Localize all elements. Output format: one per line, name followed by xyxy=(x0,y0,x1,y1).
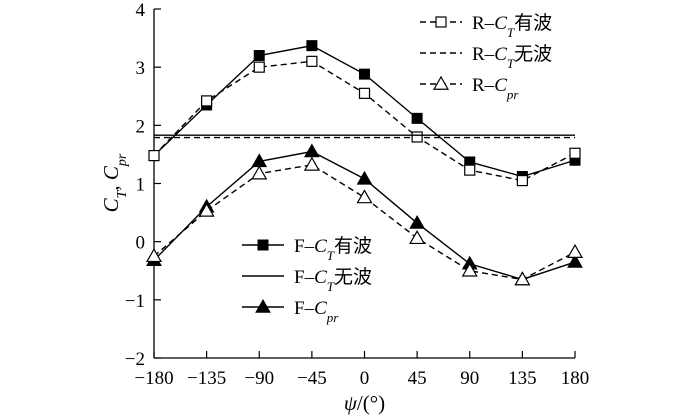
series-5-marker xyxy=(145,247,163,263)
x-tick-label: −45 xyxy=(297,368,327,389)
series-3-marker xyxy=(356,170,373,185)
x-tick-label: 135 xyxy=(508,368,537,389)
y-tick-label: 4 xyxy=(136,0,146,21)
y-tick-label: −1 xyxy=(125,291,145,312)
series-2-marker xyxy=(253,61,265,73)
series-2-marker xyxy=(201,95,213,107)
series-0-marker xyxy=(359,68,370,80)
series-2-marker xyxy=(148,149,160,162)
series-5-marker xyxy=(514,271,531,286)
legend-label: R–Cpr xyxy=(472,75,519,102)
series-5-line xyxy=(153,164,576,281)
legend-marker xyxy=(432,75,450,90)
series-0-marker xyxy=(306,40,318,52)
series-3-marker xyxy=(409,215,425,229)
series-3-line xyxy=(153,150,576,281)
x-tick-label: 90 xyxy=(460,368,479,389)
series-2-marker xyxy=(306,55,318,67)
y-tick-label: 1 xyxy=(136,175,146,196)
legend-bottom-center: F–CT有波 F–CT无波 F–Cpr xyxy=(242,235,372,325)
legend-marker xyxy=(255,298,271,313)
series-5-marker xyxy=(198,202,215,217)
legend-label: R–CT有波 xyxy=(472,12,552,40)
series-3-marker xyxy=(567,254,583,268)
series-5-marker xyxy=(566,243,584,258)
series-2-marker xyxy=(516,174,528,187)
x-tick-label: 180 xyxy=(561,368,590,389)
x-tick-label: −90 xyxy=(244,368,274,389)
legend-label: F–Cpr xyxy=(294,298,339,325)
legend-label: F–CT有波 xyxy=(294,235,372,263)
series-2-marker xyxy=(411,131,423,143)
series-5-marker xyxy=(461,262,478,277)
legend-top-right: R–CT有波 R–CT无波 R–Cpr xyxy=(420,12,552,102)
series-5-marker xyxy=(303,156,320,171)
x-tick-label: −135 xyxy=(187,368,226,389)
series-5-marker xyxy=(251,165,268,180)
series-3-marker xyxy=(304,143,320,158)
series-5-marker xyxy=(409,229,426,245)
legend-marker xyxy=(257,239,269,251)
series-2-marker xyxy=(358,87,371,99)
x-axis-title: ψ/(°) xyxy=(344,391,385,415)
series-0-marker xyxy=(411,112,423,124)
series-0-marker xyxy=(253,50,265,62)
y-tick-label: 2 xyxy=(136,116,146,137)
y-tick-label: 0 xyxy=(136,233,146,254)
series-2-marker xyxy=(464,164,476,176)
y-axis-title: CT, Cpr xyxy=(99,153,130,212)
y-tick-label: −2 xyxy=(125,349,145,370)
series-2-marker xyxy=(569,147,581,159)
y-tick-label: 3 xyxy=(136,58,146,79)
legend-marker xyxy=(435,16,447,28)
legend-label: F–CT无波 xyxy=(294,266,372,294)
x-tick-label: −180 xyxy=(134,368,173,389)
series-5-marker xyxy=(356,189,373,204)
legend-label: R–CT无波 xyxy=(472,43,552,71)
x-tick-label: 45 xyxy=(408,368,427,389)
x-tick-label: 0 xyxy=(360,368,370,389)
